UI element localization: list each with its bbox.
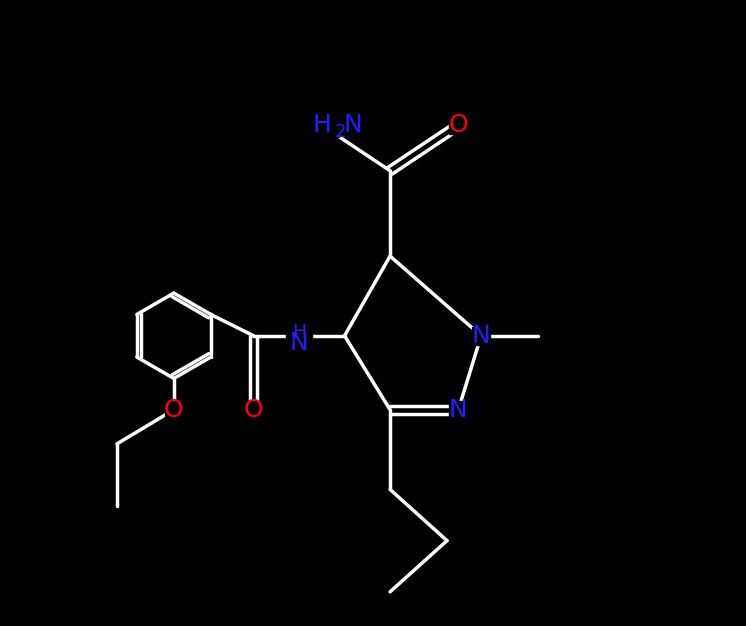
Text: O: O	[164, 398, 184, 422]
Bar	[286, 326, 312, 346]
Text: N: N	[344, 113, 363, 137]
Bar	[245, 401, 263, 419]
Text: N: N	[449, 398, 468, 422]
Text: N: N	[471, 324, 491, 348]
Bar	[304, 114, 339, 136]
Text: H: H	[292, 324, 306, 342]
Text: 2: 2	[334, 123, 345, 141]
Bar	[449, 116, 468, 135]
Text: O: O	[448, 113, 468, 137]
Text: O: O	[244, 398, 263, 422]
Bar	[449, 401, 468, 419]
Text: N: N	[289, 331, 308, 354]
Text: H: H	[313, 113, 331, 137]
Bar	[165, 401, 183, 419]
Bar	[472, 327, 490, 345]
